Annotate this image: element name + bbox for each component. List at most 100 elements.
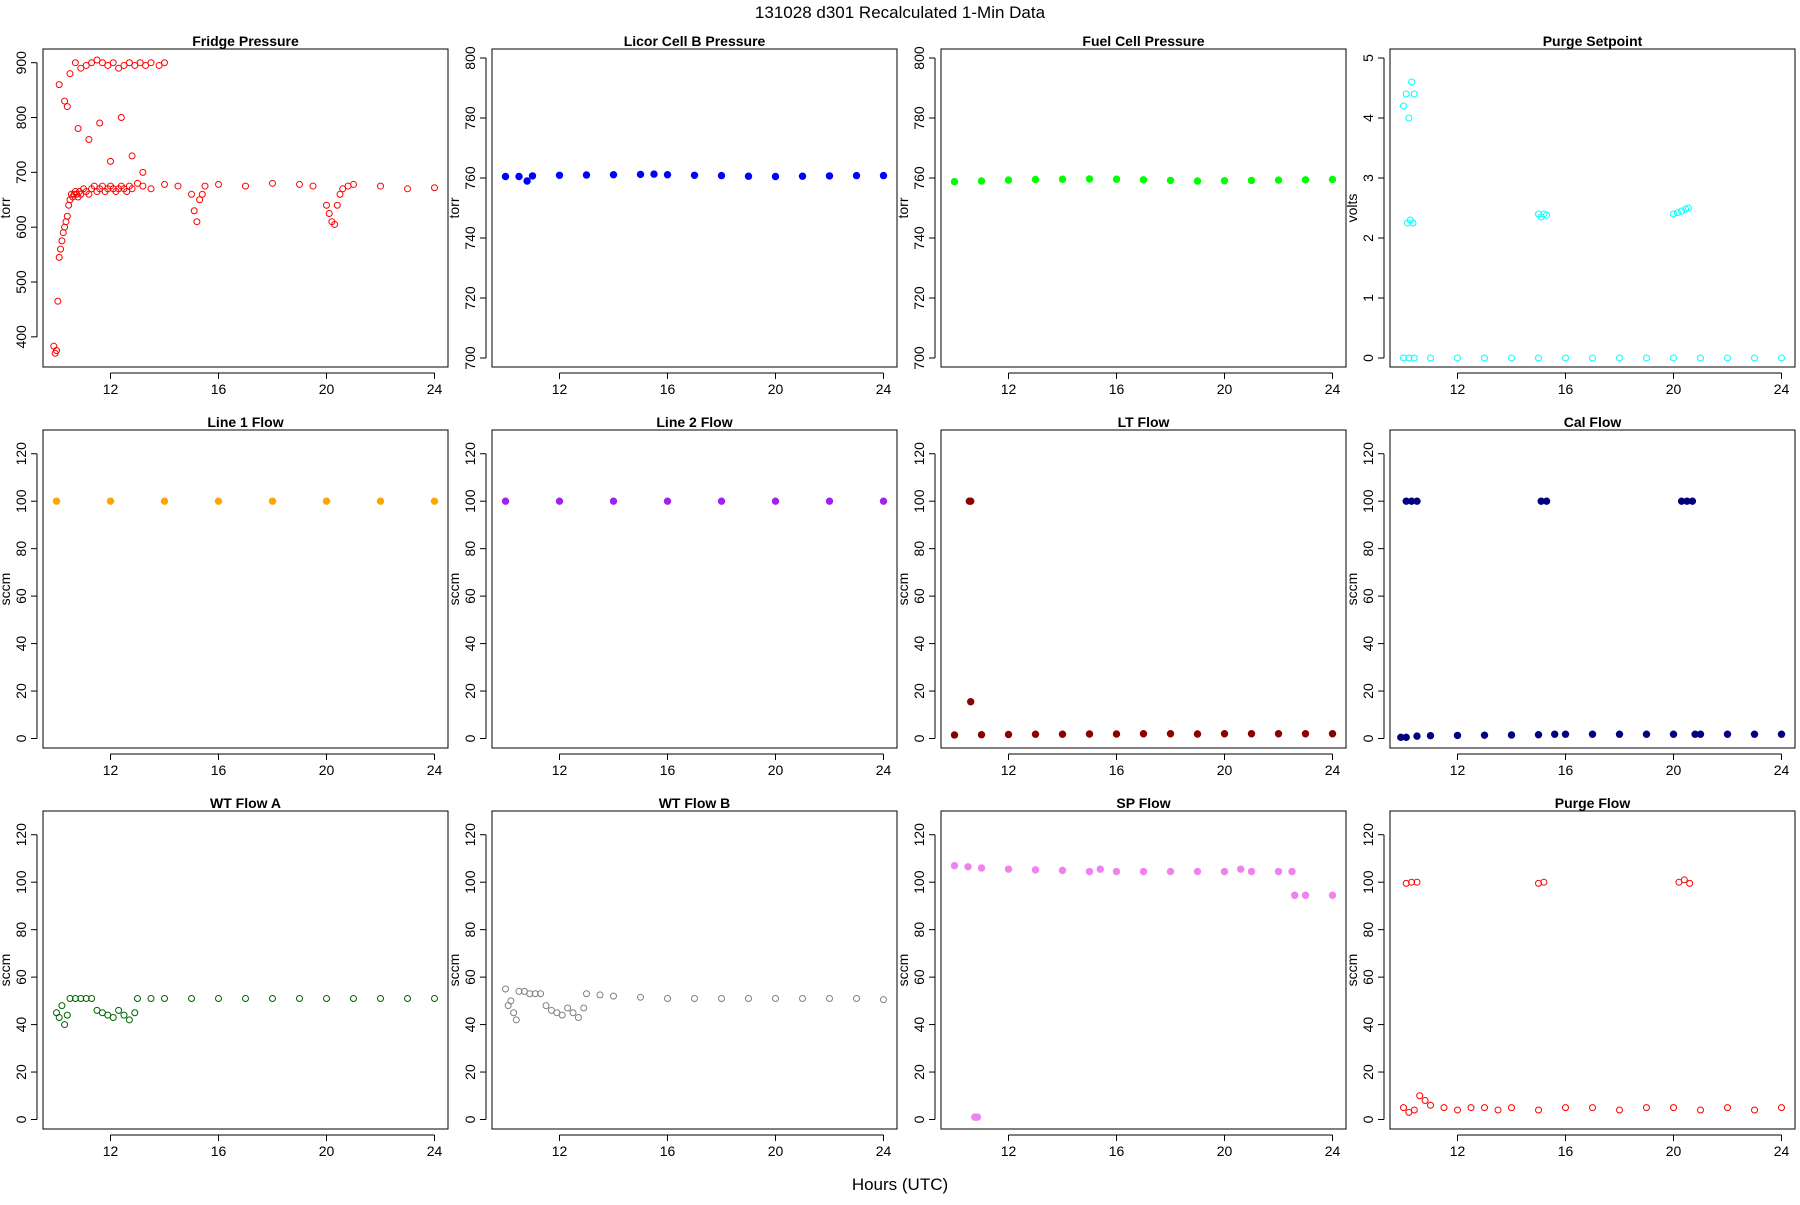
data-point — [596, 991, 604, 999]
y-tick-label: 740 — [911, 226, 927, 250]
data-point — [1274, 176, 1283, 184]
data-point — [1058, 175, 1067, 183]
x-tick-label: 16 — [211, 381, 227, 397]
data-points — [1400, 78, 1785, 362]
data-point — [77, 190, 85, 198]
data-point — [1247, 730, 1256, 738]
data-point — [555, 497, 564, 505]
data-point — [609, 497, 618, 505]
panel-sp-flow: SP Flow 12 16 20 24 0 20 40 60 80 100 120 sccm — [895, 795, 1347, 1159]
y-tick-label: 60 — [911, 588, 927, 604]
data-point — [880, 996, 887, 1004]
x-tick-label: 16 — [660, 381, 676, 397]
data-point — [1139, 730, 1148, 738]
data-point — [323, 994, 330, 1002]
data-points — [50, 56, 438, 357]
data-point — [799, 994, 806, 1002]
y-tick-label: 720 — [462, 286, 478, 310]
data-point — [61, 97, 69, 105]
data-point — [531, 990, 539, 998]
data-point — [134, 179, 141, 187]
data-point — [106, 497, 115, 505]
data-point — [123, 188, 131, 196]
data-point — [826, 994, 833, 1002]
x-axis: 12 16 20 24 — [103, 1134, 442, 1159]
x-tick-label: 20 — [1217, 762, 1233, 778]
data-point — [134, 994, 141, 1002]
data-point — [90, 182, 98, 190]
panel-cal-flow: Cal Flow 12 16 20 24 0 20 40 60 80 100 120 sccm — [1344, 414, 1796, 778]
data-point — [512, 1016, 520, 1024]
data-point — [1410, 90, 1418, 98]
y-tick-label: 20 — [911, 683, 927, 699]
x-tick-label: 24 — [1774, 1143, 1790, 1159]
x-tick-label: 24 — [1774, 381, 1790, 397]
data-point — [63, 212, 71, 220]
data-point — [717, 171, 726, 180]
data-point — [66, 70, 74, 78]
data-point — [1467, 1104, 1475, 1112]
data-point — [117, 114, 125, 122]
data-point — [772, 994, 779, 1002]
y-axis: 700 720 740 760 780 800 — [911, 46, 936, 370]
plot-frame — [1389, 429, 1796, 749]
y-tick-label: 120 — [13, 823, 29, 847]
x-axis: 12 16 20 24 — [1001, 1134, 1340, 1159]
data-point — [1535, 1106, 1542, 1114]
data-point — [120, 1011, 128, 1019]
y-axis: 0 20 40 60 80 100 120 — [13, 442, 38, 742]
x-tick-label: 20 — [768, 1143, 784, 1159]
data-point — [50, 342, 58, 350]
x-tick-label: 20 — [768, 381, 784, 397]
y-tick-label: 40 — [911, 1017, 927, 1033]
y-tick-label: 720 — [911, 286, 927, 310]
data-point — [131, 61, 139, 69]
data-point — [269, 994, 276, 1002]
x-tick-label: 24 — [876, 381, 892, 397]
data-point — [1112, 175, 1121, 183]
panel-title: SP Flow — [1116, 795, 1170, 811]
data-point — [1031, 866, 1040, 874]
y-tick-label: 120 — [462, 442, 478, 466]
data-point — [54, 297, 62, 305]
data-point — [1674, 209, 1682, 217]
data-point — [650, 170, 658, 178]
data-point — [1408, 878, 1416, 886]
data-point — [515, 172, 523, 181]
data-point — [515, 987, 523, 995]
data-point — [1751, 1106, 1758, 1114]
y-tick-label: 600 — [13, 215, 29, 239]
data-point — [1328, 175, 1337, 184]
x-tick-label: 12 — [1450, 1143, 1466, 1159]
data-point — [1454, 1106, 1461, 1114]
data-point — [404, 994, 411, 1002]
y-tick-label: 100 — [13, 489, 29, 513]
x-axis: 12 16 20 24 — [552, 753, 891, 778]
data-point — [569, 1009, 577, 1017]
data-point — [798, 172, 807, 180]
data-point — [1274, 730, 1283, 738]
data-point — [771, 172, 780, 181]
x-tick-label: 20 — [319, 762, 335, 778]
y-axis-label: sccm — [895, 954, 911, 987]
data-point — [339, 185, 347, 193]
panel-title: Cal Flow — [1564, 414, 1622, 430]
data-point — [1480, 731, 1489, 739]
y-tick-label: 0 — [911, 734, 927, 742]
data-point — [1751, 354, 1758, 362]
x-tick-label: 16 — [660, 762, 676, 778]
y-tick-label: 80 — [462, 541, 478, 557]
data-point — [269, 179, 276, 187]
data-point — [196, 196, 204, 204]
data-point — [964, 863, 972, 871]
data-point — [691, 994, 698, 1002]
data-point — [1508, 354, 1515, 362]
plot-frame — [42, 48, 449, 368]
data-point — [1193, 177, 1202, 185]
data-point — [1643, 1104, 1650, 1112]
data-point — [609, 171, 618, 179]
y-axis-label: torr — [0, 197, 13, 218]
y-tick-label: 0 — [1360, 1115, 1376, 1123]
y-tick-label: 120 — [13, 442, 29, 466]
figure-title: 131028 d301 Recalculated 1-Min Data — [755, 3, 1046, 22]
